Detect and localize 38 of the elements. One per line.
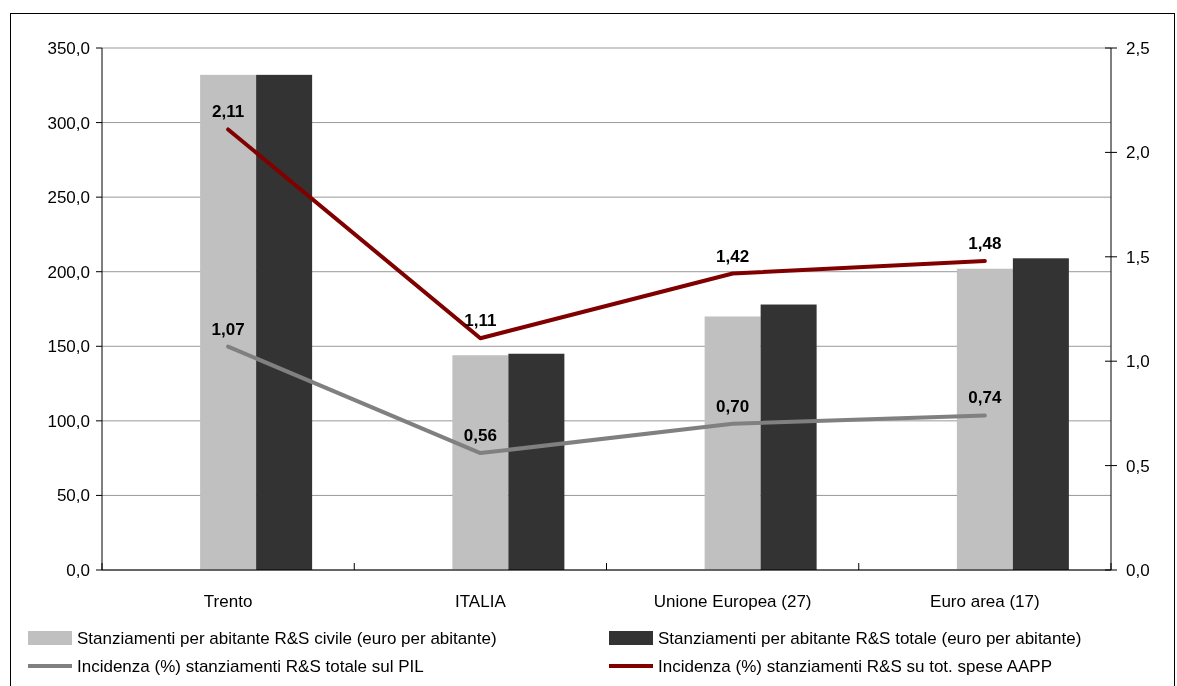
data-label: 1,42 [716,246,750,266]
x-tick-label: Trento [203,592,253,611]
y-tick-label: 150,0 [47,337,90,357]
x-tick-label: Euro area (17) [930,592,1040,611]
data-label: 0,74 [968,388,1002,408]
data-label: 1,48 [968,233,1002,253]
data-label: 1,11 [464,311,497,331]
y2-tick-label: 2,0 [1126,143,1150,163]
data-label: 1,07 [211,319,245,339]
bar [508,353,565,570]
bar [256,74,313,570]
y2-tick-label: 0,0 [1126,560,1150,580]
y-tick-label: 100,0 [47,411,90,431]
bar [760,304,817,570]
bar [704,316,761,570]
y-tick-label: 250,0 [47,188,90,208]
y2-tick-label: 1,0 [1126,352,1150,372]
data-label: 2,11 [212,102,245,122]
y-tick-label: 50,0 [56,486,90,506]
bar [1012,258,1069,570]
legend-label: Incidenza (%) stanziamenti R&S totale sul PIL [77,657,424,676]
y-tick-label: 0,0 [66,560,90,580]
y2-tick-label: 0,5 [1126,456,1150,476]
data-label: 0,70 [716,396,750,416]
y-tick-label: 200,0 [47,262,90,282]
y-tick-label: 350,0 [47,38,90,58]
y2-tick-label: 1,5 [1126,247,1150,267]
legend-label: Incidenza (%) stanziamenti R&S su tot. spese AAPP [658,657,1053,676]
legend-label: Stanziamenti per abitante R&S totale (euro per abitante) [658,629,1082,648]
x-tick-label: Unione Europea (27) [653,592,812,611]
legend-label: Stanziamenti per abitante R&S civile (euro per abitante) [77,629,497,648]
y-tick-label: 300,0 [47,113,90,133]
bar [452,355,509,570]
x-tick-label: ITALIA [455,592,507,611]
y2-tick-label: 2,5 [1126,38,1150,58]
bar [200,74,257,570]
data-label: 0,56 [463,426,497,446]
bar [956,268,1013,570]
